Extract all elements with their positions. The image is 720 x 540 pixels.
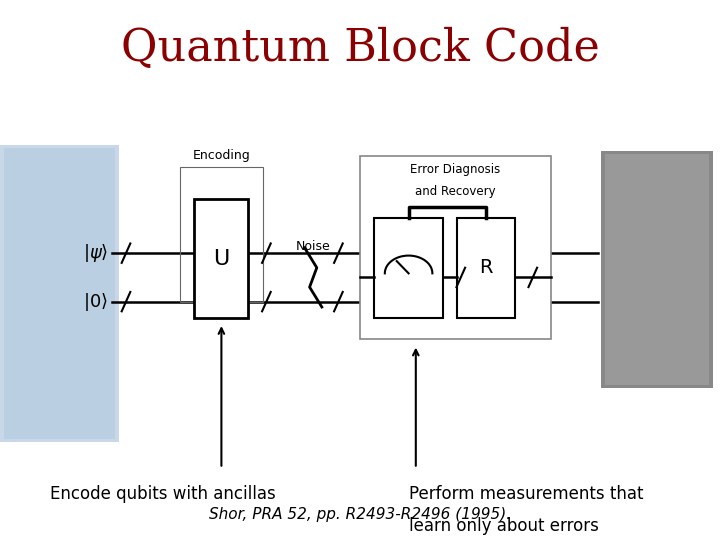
Text: Perform measurements that: Perform measurements that — [409, 485, 643, 503]
Bar — [360, 156, 551, 339]
Bar — [0, 145, 119, 442]
Text: $|\psi\rangle$: $|\psi\rangle$ — [83, 242, 108, 264]
Text: learn only about errors: learn only about errors — [409, 517, 598, 535]
Text: Shor, PRA 52, pp. R2493-R2496 (1995).: Shor, PRA 52, pp. R2493-R2496 (1995). — [209, 508, 511, 523]
Text: R: R — [480, 259, 492, 278]
Bar — [601, 151, 713, 388]
Text: $|0\rangle$: $|0\rangle$ — [83, 291, 108, 313]
Text: Noise: Noise — [296, 240, 330, 253]
Bar — [194, 199, 248, 318]
Text: U: U — [213, 248, 230, 268]
Bar — [457, 218, 515, 318]
Text: Encode qubits with ancillas: Encode qubits with ancillas — [50, 485, 276, 503]
Bar — [605, 153, 709, 385]
Bar — [4, 148, 115, 439]
Text: and Recovery: and Recovery — [415, 185, 495, 198]
Text: Encoding: Encoding — [192, 148, 251, 161]
Text: Error Diagnosis: Error Diagnosis — [410, 163, 500, 176]
Bar — [180, 167, 263, 302]
Bar — [374, 218, 443, 318]
Text: Quantum Block Code: Quantum Block Code — [120, 27, 600, 70]
